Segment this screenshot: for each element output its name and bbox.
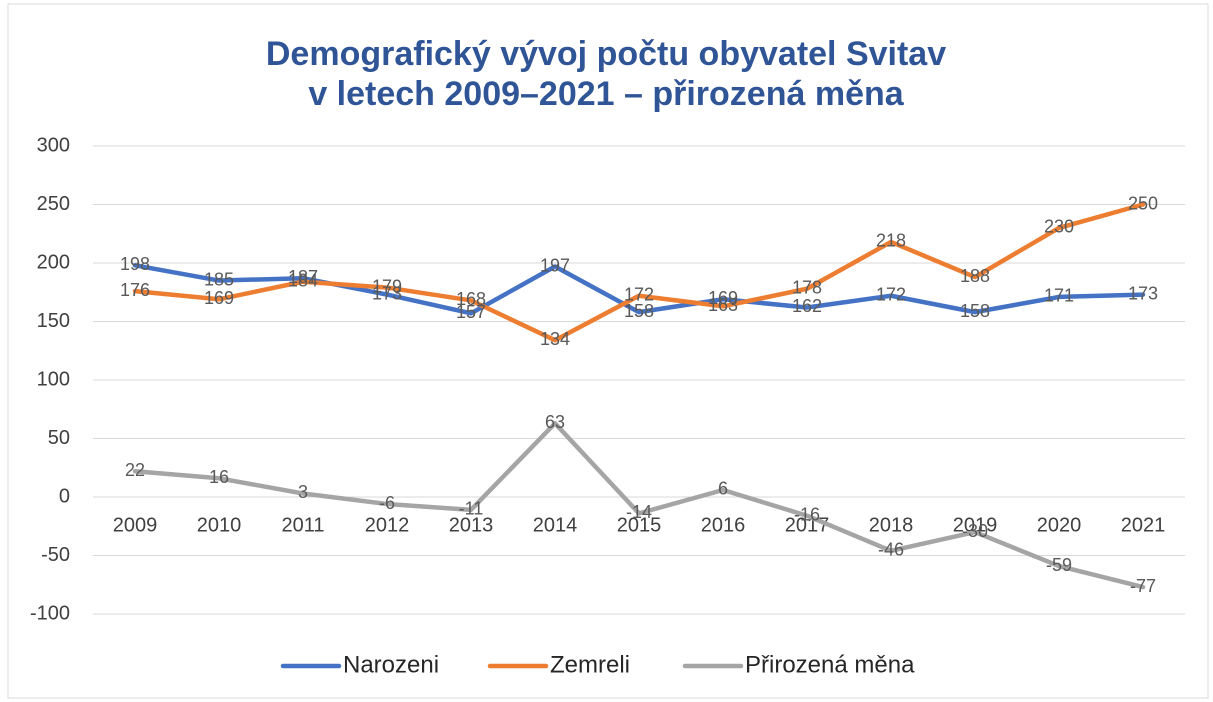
- data-label: 157: [456, 302, 486, 322]
- x-tick-label: 2018: [869, 514, 914, 536]
- y-tick-label: 150: [37, 310, 70, 332]
- data-label: 198: [120, 254, 150, 274]
- data-label: 176: [120, 280, 150, 300]
- x-tick-label: 2013: [449, 514, 494, 536]
- y-tick-label: -100: [30, 602, 70, 624]
- x-tick-label: 2021: [1121, 514, 1166, 536]
- data-label: -6: [379, 493, 395, 513]
- data-label: 185: [204, 269, 234, 289]
- data-label: -14: [626, 502, 652, 522]
- x-tick-label: 2015: [617, 514, 662, 536]
- x-tick-label: 2010: [197, 514, 242, 536]
- data-label: -30: [962, 521, 988, 541]
- data-label: 250: [1128, 193, 1158, 213]
- data-label: 197: [540, 255, 570, 275]
- data-label: 172: [876, 285, 906, 305]
- y-tick-label: -50: [41, 544, 70, 566]
- data-label: 162: [792, 296, 822, 316]
- legend-label: Zemreli: [550, 651, 630, 678]
- data-label: 173: [372, 283, 402, 303]
- data-label: 22: [125, 460, 145, 480]
- data-label: 169: [708, 288, 738, 308]
- y-tick-label: 50: [48, 427, 70, 449]
- series-line: [132, 421, 1146, 590]
- chart-title: v letech 2009–2021 – přirozená měna: [308, 75, 904, 113]
- data-label: -59: [1046, 555, 1072, 575]
- y-tick-label: 200: [37, 251, 70, 273]
- data-label: -16: [794, 504, 820, 524]
- data-label: 134: [540, 329, 570, 349]
- x-tick-label: 2020: [1037, 514, 1082, 536]
- legend-label: Přirozená měna: [745, 651, 915, 678]
- data-label: 163: [708, 295, 738, 315]
- x-tick-label: 2009: [113, 514, 158, 536]
- x-tick-label: 2011: [281, 514, 324, 536]
- series-line: [132, 202, 1146, 343]
- data-label: 169: [204, 288, 234, 308]
- data-label: 178: [792, 277, 822, 297]
- chart-title: Demografický vývoj počtu obyvatel Svitav: [266, 35, 946, 73]
- data-label: 179: [372, 276, 402, 296]
- data-label: -46: [878, 540, 904, 560]
- data-label: 158: [960, 301, 990, 321]
- data-label: 16: [209, 467, 229, 487]
- data-label: -77: [1130, 576, 1156, 596]
- data-label: 168: [456, 289, 486, 309]
- x-tick-label: 2019: [953, 514, 998, 536]
- data-label: 230: [1044, 217, 1074, 237]
- data-label: 171: [1044, 286, 1074, 306]
- x-tick-label: 2012: [365, 514, 410, 536]
- data-label: 158: [624, 301, 654, 321]
- x-tick-label: 2016: [701, 514, 746, 536]
- data-label: 3: [298, 482, 308, 502]
- data-label: -11: [459, 499, 484, 519]
- y-tick-label: 100: [37, 368, 70, 390]
- data-label: 218: [876, 231, 906, 251]
- data-label: 188: [960, 266, 990, 286]
- y-tick-label: 300: [37, 134, 70, 156]
- x-tick-label: 2014: [533, 514, 578, 536]
- y-tick-label: 250: [37, 193, 70, 215]
- data-label: 187: [288, 267, 318, 287]
- y-tick-label: 0: [59, 485, 70, 507]
- legend-label: Narozeni: [343, 651, 439, 678]
- data-label: 184: [288, 270, 318, 290]
- data-label: 173: [1128, 283, 1158, 303]
- data-label: 172: [624, 285, 654, 305]
- data-label: 63: [545, 412, 565, 432]
- data-label: 6: [718, 479, 728, 499]
- chart-frame: [7, 3, 1209, 699]
- series-line: [132, 263, 1146, 316]
